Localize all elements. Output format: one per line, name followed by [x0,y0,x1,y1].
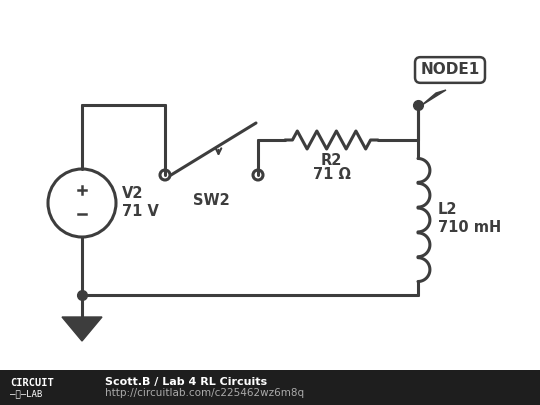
Text: SW2: SW2 [193,193,230,208]
Text: L2: L2 [438,202,457,217]
Text: 710 mH: 710 mH [438,220,501,235]
Text: R2: R2 [321,153,342,168]
Text: 71 Ω: 71 Ω [313,167,350,182]
Bar [0,370,540,405]
Text: http://circuitlab.com/c225462wz6m8q: http://circuitlab.com/c225462wz6m8q [105,388,304,399]
Text: 71 V: 71 V [122,205,159,220]
Polygon shape [62,317,102,341]
Text: NODE1: NODE1 [420,62,480,77]
Text: CIRCUIT: CIRCUIT [10,377,54,388]
Polygon shape [422,90,446,105]
Text: Scott.B / Lab 4 RL Circuits: Scott.B / Lab 4 RL Circuits [105,377,267,388]
Text: V2: V2 [122,186,144,202]
Text: —⨸—LAB: —⨸—LAB [10,389,42,398]
